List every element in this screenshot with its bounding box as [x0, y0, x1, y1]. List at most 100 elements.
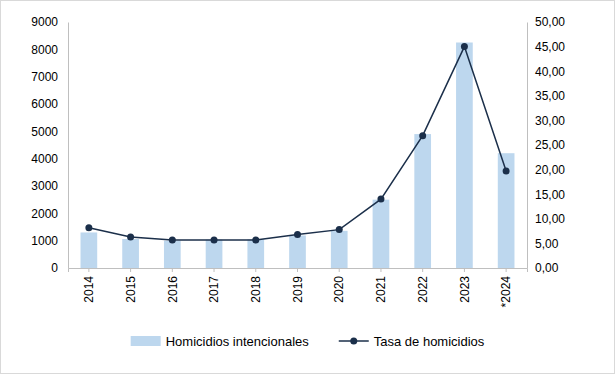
tick-label: 20,00 — [535, 163, 565, 177]
tick: 50,00 — [527, 15, 565, 29]
marker — [85, 224, 92, 231]
x-axis: 2014 2015 2016 2017 2018 2019 2020 2021 2022 2023… — [69, 268, 528, 307]
bar — [456, 43, 473, 269]
tick: 35,00 — [527, 89, 565, 103]
marker — [211, 236, 218, 243]
tick: 2019 — [291, 268, 305, 303]
tick-label: 5000 — [31, 125, 58, 139]
tick: 2021 — [374, 268, 388, 303]
tick: 45,00 — [527, 40, 565, 54]
tick-label: 2019 — [291, 276, 305, 303]
bar — [81, 232, 98, 268]
tick-mark — [214, 268, 215, 272]
bar — [122, 239, 139, 268]
line — [89, 47, 506, 240]
tick: 2000 — [31, 207, 68, 221]
plot: 0 1000 2000 3000 4000 5000 6000 7000 8000 9000 0,0… — [31, 15, 565, 307]
axis-line — [69, 269, 528, 273]
tick-label: 4000 — [31, 152, 58, 166]
legend-label: Homicidios intencionales — [166, 334, 310, 349]
line-series — [85, 43, 509, 243]
tick: 15,00 — [527, 188, 565, 202]
tick: 2016 — [166, 268, 180, 303]
tick-mark — [297, 268, 298, 272]
tick: 9000 — [31, 15, 68, 29]
tick-label: 2000 — [31, 207, 58, 221]
bar — [289, 235, 306, 268]
tick: 5,00 — [527, 237, 559, 251]
tick: 40,00 — [527, 65, 565, 79]
tick-label: 30,00 — [535, 114, 565, 128]
axis-line — [68, 23, 69, 269]
tick-label: *2024 — [499, 276, 513, 308]
tick: 6000 — [31, 97, 68, 111]
tick-label: 50,00 — [535, 15, 565, 29]
tick-label: 7000 — [31, 70, 58, 84]
bar — [373, 200, 390, 268]
tick: 7000 — [31, 70, 68, 84]
tick-label: 2015 — [124, 276, 138, 303]
tick: 2017 — [207, 268, 221, 303]
marker — [377, 196, 384, 203]
tick: 2020 — [332, 268, 346, 303]
tick-label: 2022 — [416, 276, 430, 303]
tick: 4000 — [31, 152, 68, 166]
bar — [206, 240, 223, 268]
tick-label: 9000 — [31, 15, 58, 29]
axis-line — [527, 23, 528, 269]
tick-mark — [506, 268, 507, 272]
tick: 2015 — [124, 268, 138, 303]
tick-label: 5,00 — [535, 237, 559, 251]
tick: 2014 — [82, 268, 96, 303]
tick-label: 0,00 — [535, 261, 559, 275]
legend-item: Tasa de homicidios — [339, 334, 485, 349]
tick-label: 10,00 — [535, 212, 565, 226]
tick: *2024 — [499, 268, 513, 307]
tick: 0 — [51, 261, 68, 275]
tick: 3000 — [31, 179, 68, 193]
tick: 2018 — [249, 268, 263, 303]
tick-label: 1000 — [31, 234, 58, 248]
tick-mark — [255, 268, 256, 272]
tick-label: 2023 — [458, 276, 472, 303]
bar — [331, 231, 348, 268]
tick: 0,00 — [527, 261, 559, 275]
tick: 25,00 — [527, 138, 565, 152]
tick: 30,00 — [527, 114, 565, 128]
tick-label: 15,00 — [535, 188, 565, 202]
y2-axis: 0,00 5,00 10,00 15,00 20,00 25,00 30,00 35,00 40… — [527, 15, 565, 275]
legend: Homicidios intencionales Tasa de homicidi… — [131, 334, 485, 349]
legend-item: Homicidios intencionales — [131, 334, 310, 349]
tick-mark — [380, 268, 381, 272]
y-axis: 0 1000 2000 3000 4000 5000 6000 7000 8000 9000 — [31, 15, 68, 275]
chart: 0 1000 2000 3000 4000 5000 6000 7000 8000 9000 0,0… — [0, 0, 615, 374]
tick-label: 2016 — [166, 276, 180, 303]
tick-label: 6000 — [31, 97, 58, 111]
tick-label: 45,00 — [535, 40, 565, 54]
tick-label: 8000 — [31, 43, 58, 57]
marker — [461, 43, 468, 50]
tick-mark — [339, 268, 340, 272]
tick-label: 35,00 — [535, 89, 565, 103]
tick-label: 40,00 — [535, 65, 565, 79]
marker — [503, 168, 510, 175]
bar — [164, 241, 181, 268]
tick: 8000 — [31, 43, 68, 57]
tick-mark — [130, 268, 131, 272]
tick: 1000 — [31, 234, 68, 248]
bar — [498, 153, 515, 268]
tick-mark — [88, 268, 89, 272]
tick-label: 2020 — [332, 276, 346, 303]
tick-label: 2018 — [249, 276, 263, 303]
tick: 2023 — [458, 268, 472, 303]
tick-label: 25,00 — [535, 138, 565, 152]
tick: 20,00 — [527, 163, 565, 177]
marker — [419, 132, 426, 139]
tick-mark — [464, 268, 465, 272]
tick: 2022 — [416, 268, 430, 303]
marker — [252, 236, 259, 243]
tick-label: 2021 — [374, 276, 388, 303]
legend-marker — [350, 338, 357, 345]
legend-label: Tasa de homicidios — [374, 334, 485, 349]
bar — [414, 134, 431, 268]
